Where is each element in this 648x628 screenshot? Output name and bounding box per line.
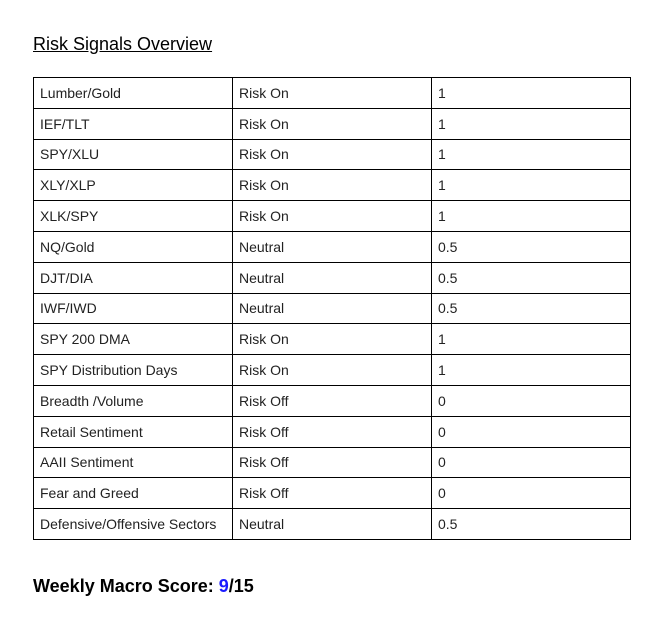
- weekly-macro-score: Weekly Macro Score: 9/15: [33, 576, 254, 597]
- signal-score: 0.5: [431, 292, 631, 325]
- table-row: SPY/XLU Risk On 1: [33, 138, 631, 171]
- signal-name: IEF/TLT: [33, 107, 233, 140]
- table-row: XLY/XLP Risk On 1: [33, 169, 631, 202]
- table-row: Fear and Greed Risk Off 0: [33, 477, 631, 510]
- signal-name: XLY/XLP: [33, 169, 233, 202]
- signal-status: Risk Off: [232, 415, 432, 448]
- signal-score: 1: [431, 323, 631, 356]
- table-row: XLK/SPY Risk On 1: [33, 200, 631, 232]
- table-row: Defensive/Offensive Sectors Neutral 0.5: [33, 508, 631, 540]
- signal-name: NQ/Gold: [33, 230, 233, 263]
- signal-status: Neutral: [232, 508, 432, 540]
- signal-name: SPY Distribution Days: [33, 354, 233, 386]
- signal-status: Risk On: [232, 169, 432, 202]
- signal-name: SPY/XLU: [33, 138, 233, 171]
- signal-status: Neutral: [232, 261, 432, 294]
- signal-score: 0: [431, 415, 631, 448]
- table-row: IWF/IWD Neutral 0.5: [33, 292, 631, 325]
- signal-score: 1: [431, 138, 631, 171]
- signal-score: 0: [431, 477, 631, 510]
- table-row: AAII Sentiment Risk Off 0: [33, 446, 631, 479]
- signal-score: 0.5: [431, 508, 631, 540]
- signal-name: AAII Sentiment: [33, 446, 233, 479]
- risk-signals-table: Lumber/Gold Risk On 1 IEF/TLT Risk On 1 SPY/XL…: [33, 77, 631, 540]
- signal-score: 1: [431, 169, 631, 202]
- signal-name: DJT/DIA: [33, 261, 233, 294]
- signal-score: 1: [431, 107, 631, 140]
- score-label: Weekly Macro Score:: [33, 576, 219, 596]
- score-value: 9: [218, 576, 229, 596]
- signal-score: 0.5: [431, 230, 631, 263]
- signal-name: Retail Sentiment: [33, 415, 233, 448]
- signal-name: XLK/SPY: [33, 200, 233, 232]
- signal-name: Fear and Greed: [33, 477, 233, 510]
- signal-name: SPY 200 DMA: [33, 323, 233, 356]
- signal-name: Breadth /Volume: [33, 384, 233, 417]
- signal-score: 0: [431, 446, 631, 479]
- signal-status: Risk On: [232, 354, 432, 386]
- signal-name: Lumber/Gold: [33, 77, 233, 109]
- signal-status: Risk On: [232, 138, 432, 171]
- table-row: Lumber/Gold Risk On 1: [33, 77, 631, 109]
- table-row: Retail Sentiment Risk Off 0: [33, 415, 631, 448]
- signal-status: Risk On: [232, 107, 432, 140]
- signal-name: IWF/IWD: [33, 292, 233, 325]
- signal-status: Risk On: [232, 323, 432, 356]
- table-row: DJT/DIA Neutral 0.5: [33, 261, 631, 294]
- signal-score: 1: [431, 200, 631, 232]
- table-row: NQ/Gold Neutral 0.5: [33, 230, 631, 263]
- table-row: Breadth /Volume Risk Off 0: [33, 384, 631, 417]
- signal-status: Risk Off: [232, 477, 432, 510]
- signal-status: Neutral: [232, 230, 432, 263]
- signal-status: Risk Off: [232, 446, 432, 479]
- signal-score: 1: [431, 77, 631, 109]
- page-title: Risk Signals Overview: [33, 34, 213, 54]
- score-total: /15: [228, 576, 254, 596]
- signal-score: 0.5: [431, 261, 631, 294]
- signal-status: Neutral: [232, 292, 432, 325]
- table-row: IEF/TLT Risk On 1: [33, 107, 631, 140]
- table-row: SPY Distribution Days Risk On 1: [33, 354, 631, 386]
- signal-status: Risk On: [232, 77, 432, 109]
- signal-score: 1: [431, 354, 631, 386]
- signal-name: Defensive/Offensive Sectors: [33, 508, 233, 540]
- signal-status: Risk On: [232, 200, 432, 232]
- table-row: SPY 200 DMA Risk On 1: [33, 323, 631, 356]
- signal-status: Risk Off: [232, 384, 432, 417]
- signal-score: 0: [431, 384, 631, 417]
